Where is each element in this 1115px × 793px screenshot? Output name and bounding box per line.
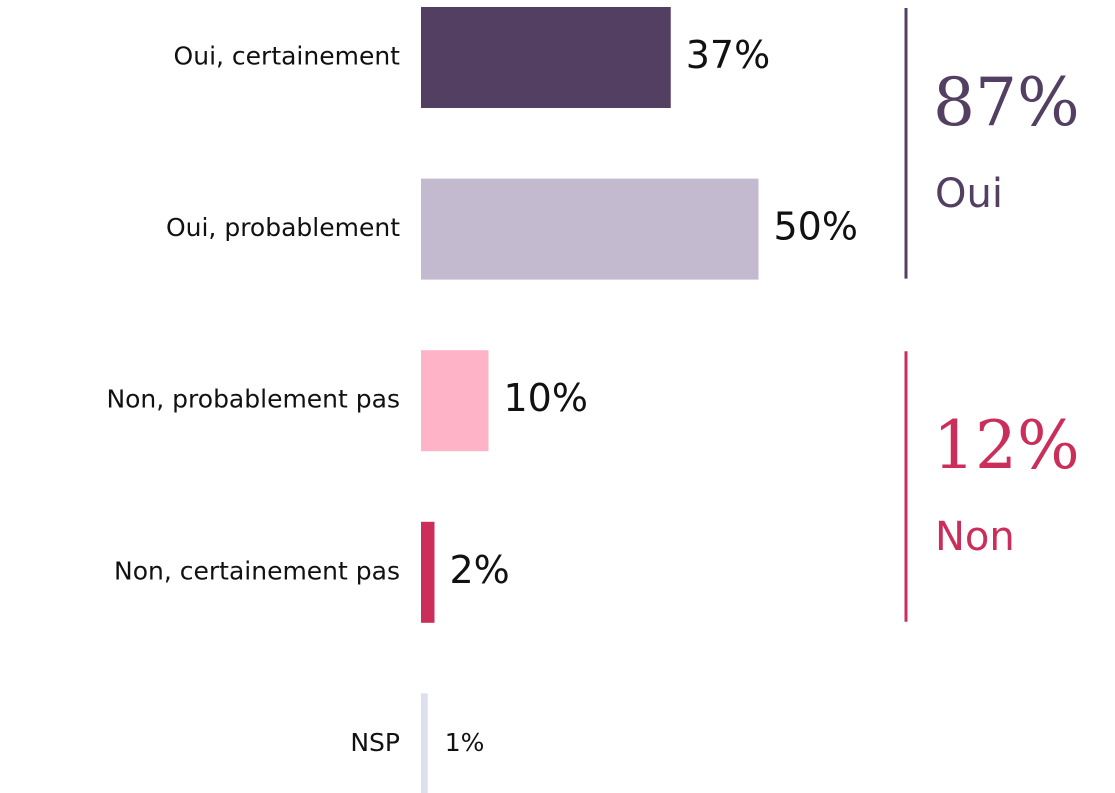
value-label: 2% (450, 548, 510, 592)
category-label: Oui, probablement (166, 213, 400, 242)
bar (421, 178, 759, 280)
summary-label: Non (935, 514, 1015, 560)
category-label: Non, certainement pas (114, 556, 400, 585)
summary-value: 87% (933, 64, 1080, 141)
summary-value: 12% (933, 407, 1080, 484)
bar (421, 350, 489, 452)
value-label: 50% (774, 205, 858, 249)
bar (421, 7, 671, 108)
category-label: Non, probablement pas (106, 385, 400, 414)
bar (421, 521, 435, 623)
bar (421, 693, 428, 793)
value-label: 37% (686, 33, 770, 77)
summary-label: Oui (935, 171, 1003, 217)
category-label: Oui, certainement (174, 42, 401, 71)
category-label: NSP (350, 728, 400, 757)
value-label: 1% (445, 728, 485, 757)
value-label: 10% (504, 376, 588, 420)
